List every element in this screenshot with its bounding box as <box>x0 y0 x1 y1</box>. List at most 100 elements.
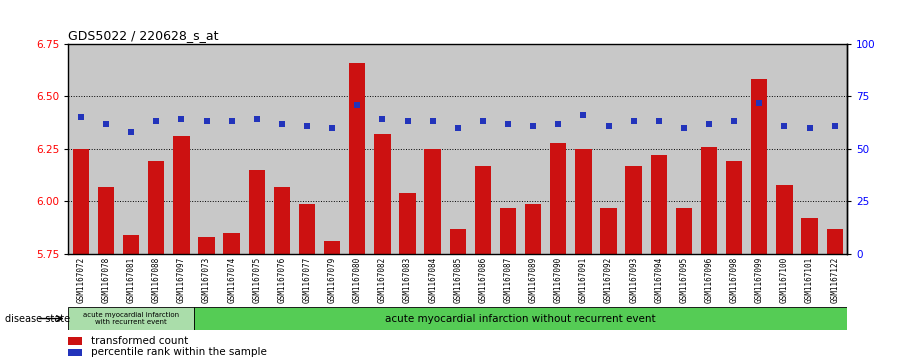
Point <box>149 119 164 125</box>
Bar <box>299 204 315 254</box>
Bar <box>148 162 164 254</box>
Bar <box>752 79 767 254</box>
Text: acute myocardial infarction without recurrent event: acute myocardial infarction without recu… <box>385 314 656 323</box>
Point <box>400 119 415 125</box>
Bar <box>173 136 189 254</box>
Bar <box>802 218 818 254</box>
Point <box>727 119 742 125</box>
Point <box>576 112 590 118</box>
Point <box>601 123 616 129</box>
Bar <box>194 307 847 330</box>
Text: GSM1167099: GSM1167099 <box>755 257 763 303</box>
Bar <box>223 233 240 254</box>
Point <box>250 117 264 122</box>
Point <box>375 117 390 122</box>
Point <box>74 114 88 120</box>
Text: GSM1167072: GSM1167072 <box>77 257 86 303</box>
Bar <box>826 229 843 254</box>
Text: percentile rank within the sample: percentile rank within the sample <box>91 347 267 358</box>
Point <box>777 123 792 129</box>
Text: GSM1167090: GSM1167090 <box>554 257 563 303</box>
Bar <box>199 237 215 254</box>
Bar <box>650 155 667 254</box>
Point <box>200 119 214 125</box>
Text: GSM1167084: GSM1167084 <box>428 257 437 303</box>
Text: GSM1167081: GSM1167081 <box>127 257 136 303</box>
Point <box>124 129 138 135</box>
Bar <box>726 162 742 254</box>
Point <box>501 121 516 126</box>
Text: GSM1167101: GSM1167101 <box>805 257 814 303</box>
Text: GSM1167083: GSM1167083 <box>403 257 412 303</box>
Text: GSM1167091: GSM1167091 <box>578 257 588 303</box>
Text: GSM1167082: GSM1167082 <box>378 257 387 303</box>
Text: GSM1167089: GSM1167089 <box>528 257 537 303</box>
Point <box>450 125 465 131</box>
Bar <box>68 348 82 356</box>
Point <box>627 119 641 125</box>
Point <box>551 121 566 126</box>
Text: GSM1167078: GSM1167078 <box>101 257 110 303</box>
Point <box>651 119 666 125</box>
Bar <box>324 241 341 254</box>
Bar <box>68 307 194 330</box>
Bar <box>273 187 290 254</box>
Bar <box>525 204 541 254</box>
Text: GSM1167093: GSM1167093 <box>630 257 639 303</box>
Bar <box>68 337 82 345</box>
Point <box>476 119 490 125</box>
Point <box>98 121 113 126</box>
Bar <box>475 166 491 254</box>
Text: GSM1167080: GSM1167080 <box>353 257 362 303</box>
Text: GDS5022 / 220628_s_at: GDS5022 / 220628_s_at <box>68 29 219 42</box>
Text: transformed count: transformed count <box>91 336 189 346</box>
Text: GSM1167074: GSM1167074 <box>227 257 236 303</box>
Point <box>224 119 239 125</box>
Point <box>803 125 817 131</box>
Point <box>350 102 364 107</box>
Text: GSM1167098: GSM1167098 <box>730 257 739 303</box>
Text: GSM1167075: GSM1167075 <box>252 257 261 303</box>
Text: GSM1167087: GSM1167087 <box>504 257 513 303</box>
Bar <box>776 185 793 254</box>
Text: GSM1167096: GSM1167096 <box>704 257 713 303</box>
Bar <box>600 208 617 254</box>
Bar <box>575 149 591 254</box>
Point <box>752 99 766 105</box>
Point <box>827 123 842 129</box>
Bar <box>349 62 365 254</box>
Bar <box>425 149 441 254</box>
Point <box>174 117 189 122</box>
Bar <box>374 134 391 254</box>
Bar <box>701 147 717 254</box>
Text: GSM1167073: GSM1167073 <box>202 257 211 303</box>
Text: GSM1167079: GSM1167079 <box>328 257 337 303</box>
Bar <box>97 187 114 254</box>
Bar <box>676 208 692 254</box>
Point <box>526 123 540 129</box>
Point <box>300 123 314 129</box>
Bar <box>500 208 517 254</box>
Bar <box>550 143 567 254</box>
Text: GSM1167094: GSM1167094 <box>654 257 663 303</box>
Text: GSM1167076: GSM1167076 <box>277 257 286 303</box>
Point <box>274 121 289 126</box>
Bar <box>249 170 265 254</box>
Bar <box>399 193 415 254</box>
Point <box>425 119 440 125</box>
Text: GSM1167092: GSM1167092 <box>604 257 613 303</box>
Text: GSM1167097: GSM1167097 <box>177 257 186 303</box>
Text: GSM1167088: GSM1167088 <box>152 257 160 303</box>
Bar <box>73 149 89 254</box>
Text: GSM1167086: GSM1167086 <box>478 257 487 303</box>
Point <box>701 121 716 126</box>
Bar <box>626 166 642 254</box>
Text: GSM1167100: GSM1167100 <box>780 257 789 303</box>
Text: acute myocardial infarction
with recurrent event: acute myocardial infarction with recurre… <box>83 312 179 325</box>
Text: disease state: disease state <box>5 314 69 323</box>
Bar <box>450 229 466 254</box>
Text: GSM1167095: GSM1167095 <box>680 257 689 303</box>
Text: GSM1167077: GSM1167077 <box>302 257 312 303</box>
Point <box>677 125 691 131</box>
Point <box>325 125 340 131</box>
